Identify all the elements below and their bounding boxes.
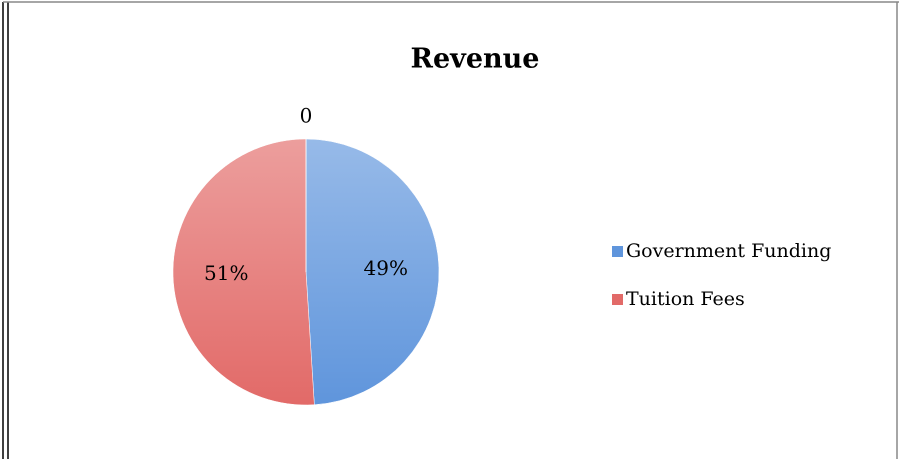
legend-label: Tuition Fees	[626, 288, 745, 310]
pie-slice-shade	[306, 139, 439, 405]
pie: 49% 51% 0	[172, 104, 440, 406]
legend: Government Funding Tuition Fees	[612, 240, 831, 310]
chart-title: Revenue	[411, 44, 540, 75]
legend-label: Government Funding	[626, 240, 831, 262]
legend-swatch	[612, 294, 623, 305]
pie-slice-shade	[172, 139, 315, 406]
data-label: 0	[300, 104, 313, 128]
data-label: 49%	[364, 256, 408, 280]
data-label: 51%	[204, 261, 248, 285]
legend-swatch	[612, 246, 623, 257]
